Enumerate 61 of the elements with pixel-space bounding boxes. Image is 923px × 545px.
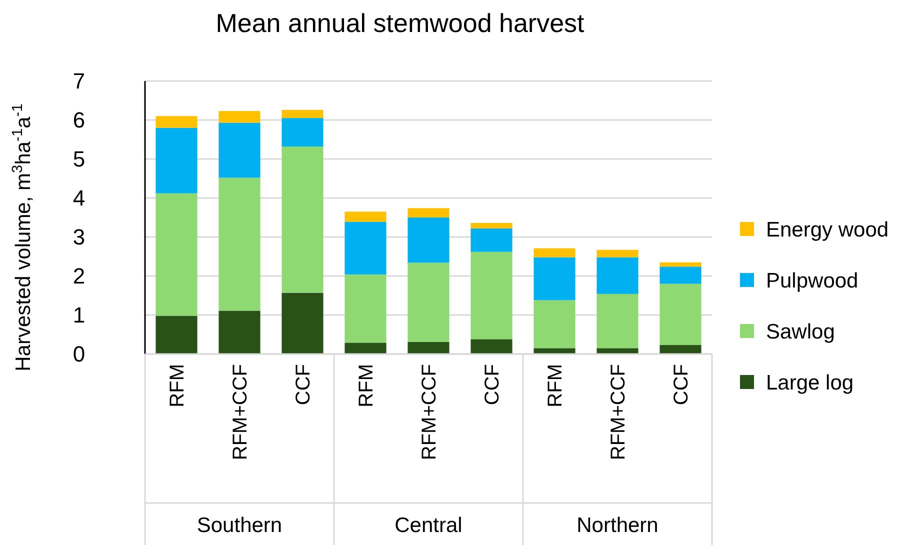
text: Southern [196, 514, 282, 537]
bar [470, 228, 512, 252]
x-tick-label: CCF [670, 364, 692, 406]
bar [534, 300, 576, 348]
bar [660, 262, 702, 267]
bar [344, 212, 386, 222]
y-tick-label: 2 [72, 264, 86, 289]
bar [408, 342, 450, 354]
bar [282, 118, 324, 147]
x-tick-label: RFM+CCF [418, 364, 440, 460]
x-tick-label: RFM+CCF [230, 364, 252, 460]
legend-label: Pulpwood [766, 269, 858, 292]
bar [596, 250, 638, 258]
chart-title: Mean annual stemwood harvest [216, 8, 586, 38]
x-tick-label: RFM [544, 364, 566, 408]
bar [218, 111, 260, 123]
bar [534, 257, 576, 300]
bar [156, 193, 198, 316]
bar [660, 345, 702, 354]
x-tick-label: CCF [292, 364, 314, 406]
bar [282, 292, 324, 354]
bar [596, 348, 638, 354]
y-tick-label: 0 [72, 342, 86, 367]
bar [660, 284, 702, 346]
bar [282, 110, 324, 118]
bar [470, 252, 512, 340]
bar [470, 339, 512, 354]
bar [596, 294, 638, 348]
x-tick-label: RFM [166, 364, 188, 408]
y-tick-label: 5 [72, 146, 86, 172]
legend-label: Energy wood [766, 218, 889, 242]
legend-label: Large log [766, 371, 854, 394]
bar [408, 208, 450, 218]
bar [344, 274, 386, 343]
x-tick-label: CCF [482, 364, 504, 406]
y-tick-label: 1 [72, 302, 86, 328]
y-tick-label: 3 [72, 224, 86, 250]
bar [344, 342, 386, 354]
y-tick-label: 4 [72, 186, 86, 211]
text: Northern [576, 514, 658, 537]
bar [408, 218, 450, 263]
bar [156, 116, 198, 128]
bar [344, 222, 386, 274]
bar [218, 122, 260, 178]
bar [218, 178, 260, 311]
bar [156, 316, 198, 354]
y-tick-label: 6 [72, 108, 86, 133]
bar [534, 348, 576, 354]
bar [408, 262, 450, 342]
x-tick-label: RFM+CCF [608, 364, 630, 460]
y-tick-label: 7 [72, 68, 86, 94]
legend-label: Sawlog [766, 320, 835, 344]
text: Central [394, 514, 462, 537]
bar [470, 222, 512, 228]
bar [156, 128, 198, 194]
bar [596, 257, 638, 294]
bar [282, 146, 324, 293]
bar [534, 248, 576, 258]
bar [218, 310, 260, 354]
bar [660, 266, 702, 284]
x-tick-label: RFM [356, 364, 378, 408]
